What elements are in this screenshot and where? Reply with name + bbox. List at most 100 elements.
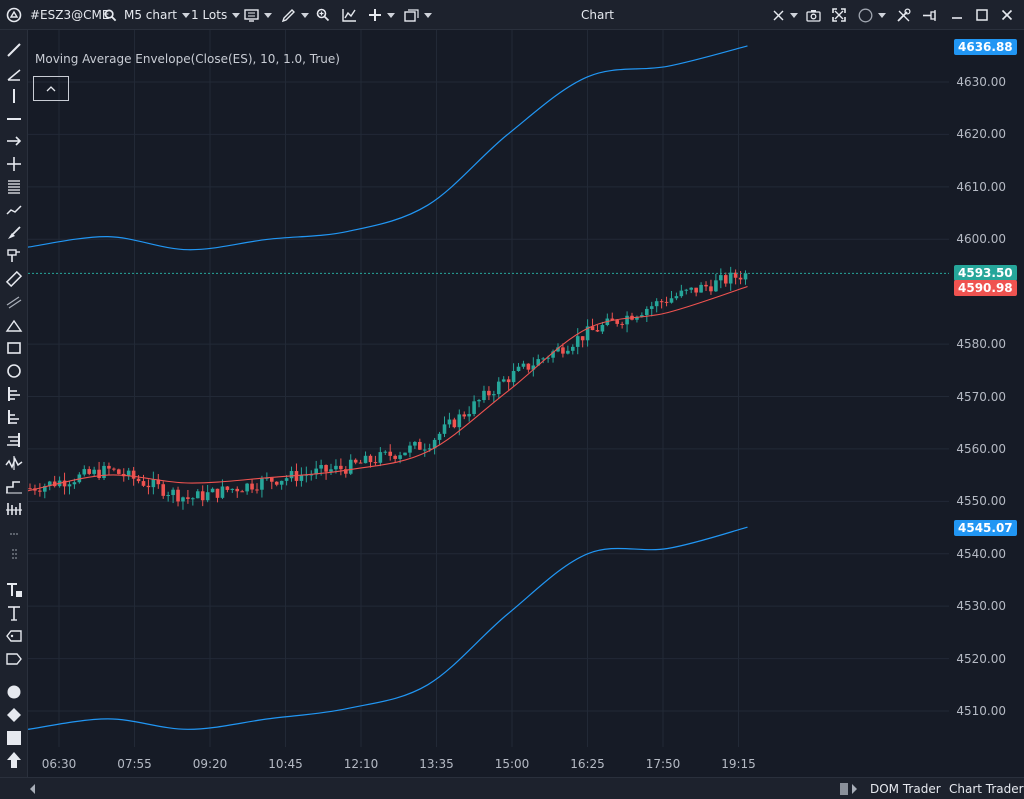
- gann-fan-tool-icon[interactable]: [3, 407, 25, 427]
- indicator-legend[interactable]: Moving Average Envelope(Close(ES), 10, 1…: [35, 52, 340, 66]
- chart-plot-area[interactable]: [28, 30, 949, 747]
- candle-body: [674, 296, 679, 299]
- lots-dropdown[interactable]: 1 Lots: [191, 0, 241, 30]
- candle: [260, 475, 264, 498]
- text-tool-icon[interactable]: [3, 603, 25, 623]
- arrow-tool-icon[interactable]: [3, 131, 25, 151]
- price-label-tool-icon[interactable]: [3, 626, 25, 646]
- scroll-right-icon[interactable]: [852, 784, 857, 794]
- candle: [57, 476, 62, 488]
- candle: [482, 385, 486, 403]
- candle: [743, 270, 748, 285]
- rectangle-tool-icon[interactable]: [3, 338, 25, 358]
- candle-body: [43, 486, 47, 492]
- candle-body: [521, 363, 526, 367]
- settings-tools-icon[interactable]: [896, 0, 911, 30]
- crosshair-tool-icon[interactable]: [3, 154, 25, 174]
- candle-body: [427, 448, 432, 450]
- lower-envelope-line: [28, 526, 748, 730]
- drawing-tools-dropdown[interactable]: [281, 0, 309, 30]
- crosshair-icon: [773, 10, 784, 20]
- scroll-left-icon[interactable]: [30, 784, 35, 794]
- symbol-selector[interactable]: #ESZ3@CME: [30, 0, 109, 30]
- drag-handle-icon[interactable]: [3, 545, 25, 565]
- dom-trader-tab[interactable]: DOM Trader: [870, 782, 941, 796]
- brush-tool-icon[interactable]: [3, 223, 25, 243]
- indicators-icon[interactable]: [342, 0, 357, 30]
- timeframe-dropdown[interactable]: M5 chart: [124, 0, 190, 30]
- candle-body: [669, 298, 674, 303]
- pitchfork-tool-icon[interactable]: [3, 453, 25, 473]
- candle-body: [467, 413, 471, 417]
- y-axis-label: 4580.00: [956, 337, 1006, 352]
- candle-body: [733, 272, 738, 278]
- measure-tool-icon[interactable]: [3, 246, 25, 266]
- minimize-button[interactable]: [951, 0, 963, 30]
- elliott-wave-tool-icon[interactable]: [3, 499, 25, 519]
- symbol-search-icon[interactable]: [104, 0, 117, 30]
- horizontal-line-tool-icon[interactable]: [3, 109, 25, 129]
- time-axis[interactable]: 06:30 07:55 09:20 10:45 12:10 13:35 15:00 16:25…: [28, 747, 949, 777]
- chevron-down-icon: [424, 12, 432, 18]
- pin-icon[interactable]: [922, 0, 937, 30]
- collapse-legend-button[interactable]: [33, 76, 69, 101]
- camera-icon[interactable]: [806, 0, 821, 30]
- candle: [97, 461, 101, 481]
- square-marker-icon[interactable]: [3, 728, 25, 748]
- symbol-label: #ESZ3@CME: [30, 8, 110, 22]
- maximize-button[interactable]: [976, 0, 988, 30]
- vertical-line-tool-icon[interactable]: [3, 86, 25, 106]
- arrow-up-marker-icon[interactable]: [3, 750, 25, 770]
- candle-body: [186, 497, 190, 499]
- diamond-marker-icon[interactable]: [3, 705, 25, 725]
- candle: [590, 318, 595, 331]
- ma-value-price-tag: 4590.98: [954, 280, 1017, 296]
- candle: [151, 471, 156, 495]
- candle: [141, 474, 146, 487]
- zoom-icon[interactable]: [316, 0, 330, 30]
- polyline-tool-icon[interactable]: [3, 200, 25, 220]
- triangle-tool-icon[interactable]: [3, 315, 25, 335]
- crosshair-dropdown[interactable]: [772, 0, 798, 30]
- candle-body: [501, 379, 506, 382]
- regression-tool-icon[interactable]: [3, 430, 25, 450]
- candle: [77, 472, 82, 484]
- close-button[interactable]: [1001, 0, 1013, 30]
- chart-trader-tab[interactable]: Chart Trader: [949, 782, 1024, 796]
- line-tool-icon[interactable]: [3, 40, 25, 60]
- candle-body: [146, 485, 151, 488]
- candle: [171, 487, 175, 504]
- color-theme-dropdown[interactable]: [858, 0, 886, 30]
- price-chart[interactable]: [28, 30, 949, 747]
- chevron-down-icon: [232, 12, 241, 18]
- chart-type-dropdown[interactable]: [244, 0, 272, 30]
- x-axis-label: 12:10: [343, 757, 379, 771]
- dot-marker-icon[interactable]: [3, 682, 25, 702]
- candle: [195, 489, 200, 499]
- add-dropdown[interactable]: [368, 0, 395, 30]
- candle-body: [570, 346, 575, 351]
- horizontal-scrollbar[interactable]: [40, 786, 840, 792]
- candle: [447, 412, 452, 428]
- bars-pattern-tool-icon[interactable]: [3, 384, 25, 404]
- candle: [664, 296, 669, 307]
- label-tool-icon[interactable]: [3, 649, 25, 669]
- scrollbar-thumb[interactable]: [840, 783, 848, 795]
- channel-tool-icon[interactable]: [3, 292, 25, 312]
- lower-envelope-series: [28, 526, 748, 730]
- angle-line-tool-icon[interactable]: [3, 64, 25, 84]
- candle-body: [506, 379, 511, 383]
- step-line-tool-icon[interactable]: [3, 476, 25, 496]
- expand-icon[interactable]: [831, 0, 847, 30]
- window-layout-dropdown[interactable]: [404, 0, 432, 30]
- ellipse-tool-icon[interactable]: [3, 361, 25, 381]
- fibonacci-tool-icon[interactable]: [3, 177, 25, 197]
- candle-body: [210, 488, 215, 493]
- price-axis[interactable]: 4630.00 4620.00 4610.00 4600.00 4580.00 4570.…: [949, 30, 1024, 747]
- text-lock-tool-icon[interactable]: [3, 580, 25, 600]
- app-logo-icon[interactable]: [6, 0, 22, 30]
- candle-body: [526, 363, 531, 370]
- chevron-up-icon: [46, 85, 56, 91]
- candle: [580, 336, 585, 348]
- ruler-icon[interactable]: [3, 269, 25, 289]
